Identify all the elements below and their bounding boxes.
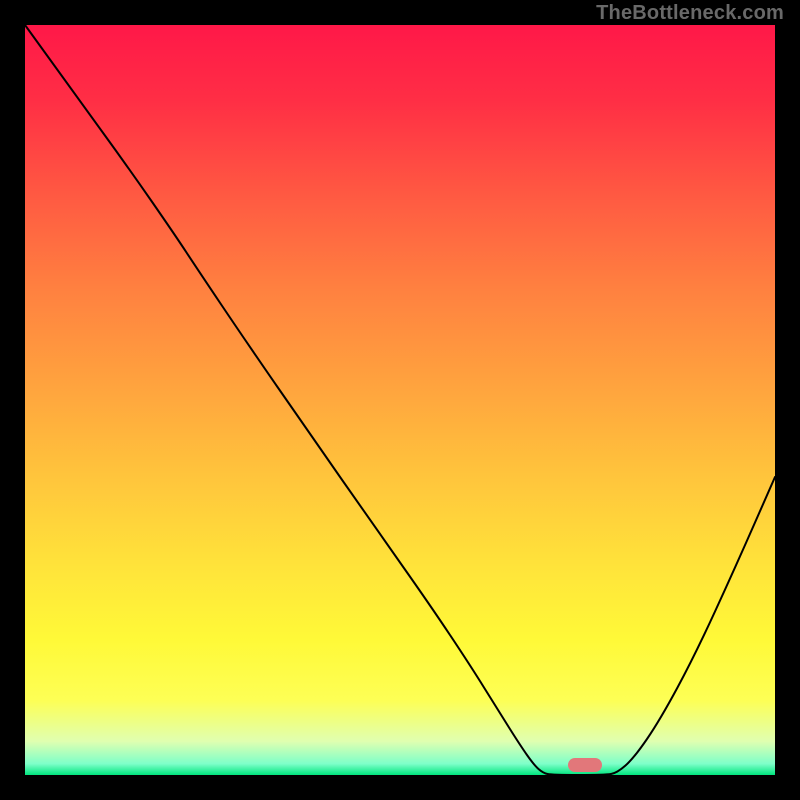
chart-container: { "watermark": { "text": "TheBottleneck.… <box>0 0 800 800</box>
chart-svg <box>0 0 800 800</box>
gradient-plot-area <box>25 25 775 775</box>
optimal-point-marker <box>568 758 602 772</box>
watermark-label: TheBottleneck.com <box>596 2 784 25</box>
